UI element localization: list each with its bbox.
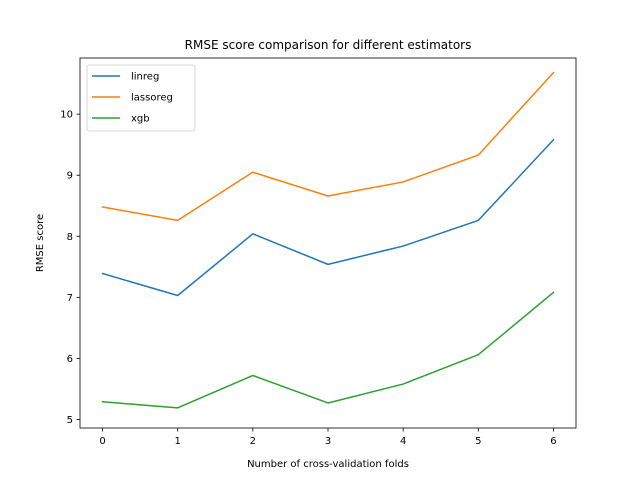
series-line-linreg bbox=[101, 138, 555, 297]
x-tick-label: 1 bbox=[175, 436, 181, 447]
x-tick-label: 5 bbox=[475, 436, 481, 447]
legend-label-lassoreg: lassoreg bbox=[131, 93, 173, 104]
y-tick-label: 10 bbox=[60, 110, 73, 121]
legend-label-linreg: linreg bbox=[131, 72, 159, 83]
x-tick-label: 3 bbox=[325, 436, 331, 447]
x-tick-label: 0 bbox=[99, 436, 105, 447]
y-tick-label: 5 bbox=[67, 415, 73, 426]
y-axis-label: RMSE score bbox=[35, 214, 46, 272]
legend-label-xgb: xgb bbox=[131, 114, 150, 125]
x-tick-label: 4 bbox=[400, 436, 406, 447]
legend: linreg lassoreg xgb bbox=[86, 64, 196, 132]
x-axis: 0 1 2 3 4 5 6 bbox=[99, 428, 557, 447]
x-tick-label: 6 bbox=[550, 436, 556, 447]
y-axis: 5 6 7 8 9 10 bbox=[60, 110, 80, 426]
y-tick-label: 7 bbox=[67, 293, 73, 304]
y-tick-label: 6 bbox=[67, 354, 73, 365]
y-tick-label: 9 bbox=[67, 171, 73, 182]
series-line-lassoreg bbox=[101, 71, 555, 222]
plot-lines bbox=[101, 71, 555, 409]
series-line-xgb bbox=[101, 291, 555, 409]
x-axis-label: Number of cross-validation folds bbox=[247, 459, 409, 470]
chart-title: RMSE score comparison for different esti… bbox=[185, 38, 472, 52]
legend-box bbox=[86, 64, 196, 132]
x-tick-label: 2 bbox=[250, 436, 256, 447]
y-tick-label: 8 bbox=[67, 232, 73, 243]
